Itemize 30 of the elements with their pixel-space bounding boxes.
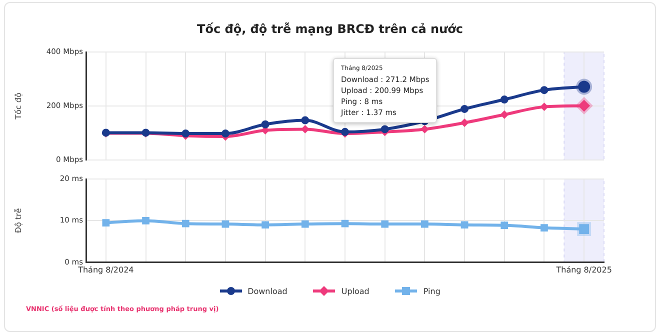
point	[460, 118, 469, 127]
point	[540, 102, 548, 111]
point	[142, 217, 150, 224]
legend-label: Ping	[423, 286, 440, 296]
point	[221, 130, 230, 138]
point	[262, 221, 269, 229]
point	[380, 125, 389, 134]
point	[460, 221, 468, 229]
point	[420, 125, 429, 134]
point	[421, 220, 428, 228]
point	[500, 96, 508, 104]
point	[102, 219, 110, 226]
point	[460, 104, 469, 113]
legend-label: Download	[248, 286, 288, 296]
x-tick-label: Tháng 8/2024	[77, 265, 134, 274]
point	[540, 224, 548, 232]
point	[500, 110, 508, 119]
y-axis-title: Tốc độ	[14, 92, 23, 120]
point	[261, 120, 270, 128]
point	[301, 116, 310, 124]
point	[540, 86, 548, 94]
point	[341, 220, 349, 228]
point	[500, 222, 508, 229]
legend-label: Upload	[341, 286, 370, 296]
point	[301, 220, 309, 228]
y-axis-title: Độ trễ	[14, 208, 23, 234]
point	[182, 220, 190, 228]
point	[381, 220, 389, 228]
point	[222, 220, 230, 228]
chart-title: Tốc độ, độ trễ mạng BRCĐ trên cả nước	[196, 22, 464, 36]
